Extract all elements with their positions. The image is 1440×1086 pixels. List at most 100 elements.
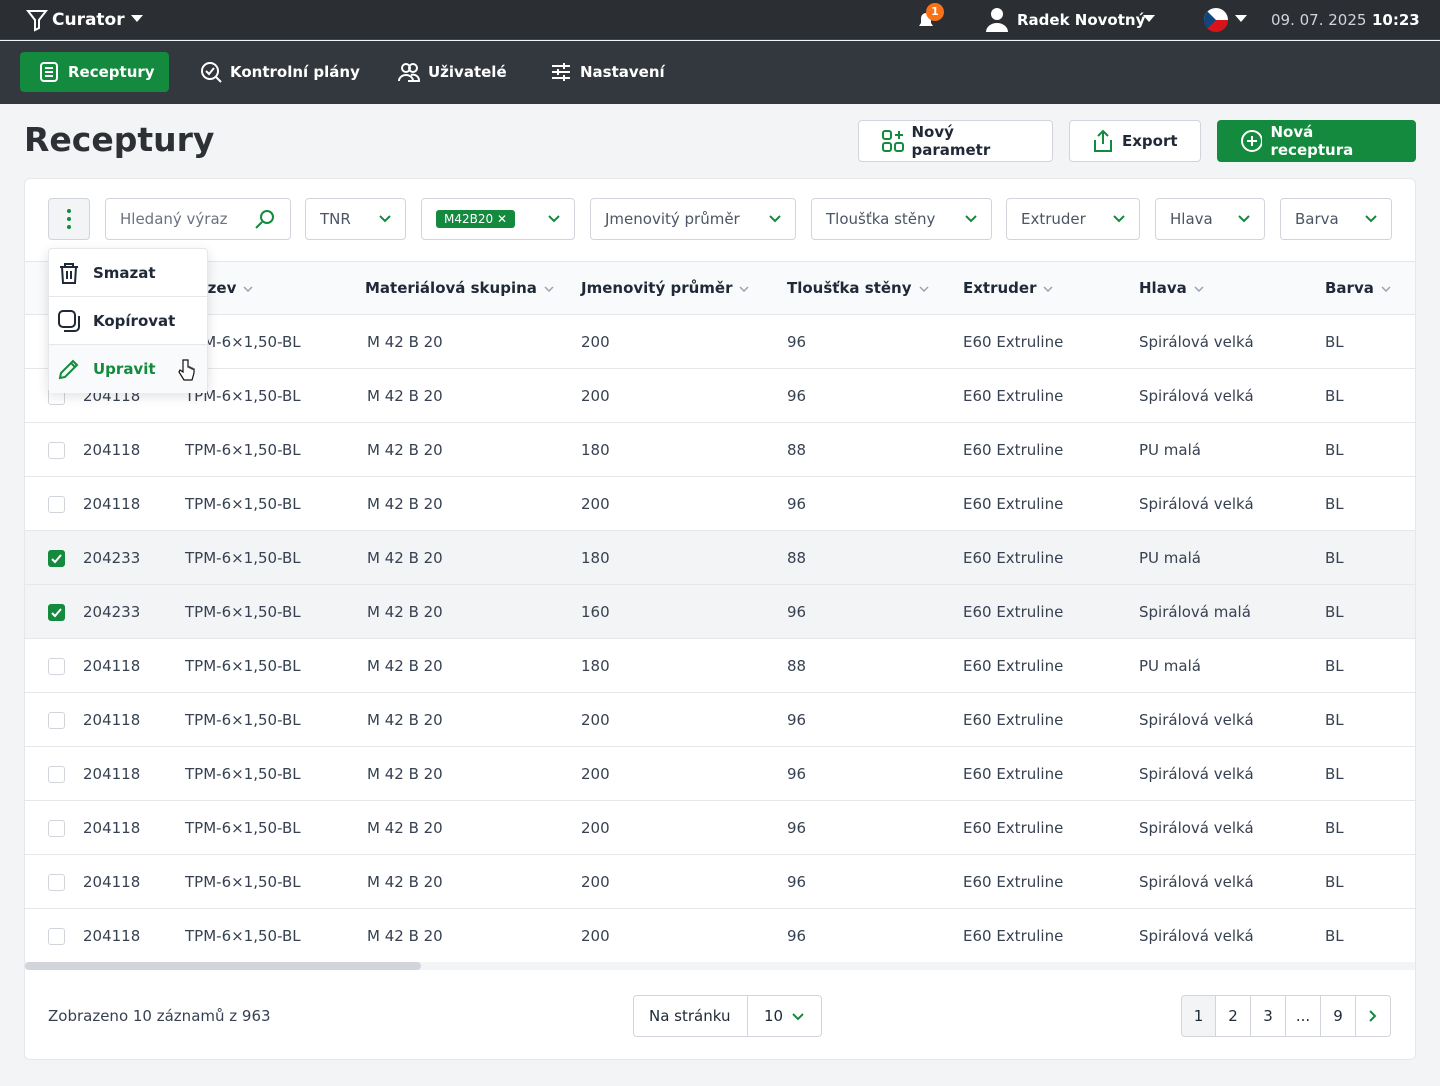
cell: M 42 B 20 <box>367 657 443 675</box>
column-header[interactable]: Materiálová skupina <box>365 279 554 297</box>
cell: M 42 B 20 <box>367 495 443 513</box>
row-checkbox[interactable] <box>48 658 65 675</box>
table-row[interactable]: 204233 TPM-6×1,50-BL M 42 B 20 160 96 E60 Ext… <box>25 584 1415 638</box>
nav-label: Receptury <box>68 63 155 81</box>
row-checkbox[interactable] <box>48 820 65 837</box>
label: Nová receptura <box>1270 123 1354 159</box>
row-checkbox[interactable] <box>48 766 65 783</box>
cell: 96 <box>787 927 807 945</box>
caret <box>1143 15 1155 22</box>
cell: BL <box>1325 603 1344 621</box>
chevron <box>379 215 391 223</box>
table-row[interactable]: 204118 TPM-6×1,50-BL M 42 B 20 200 96 E60 Ext… <box>25 908 1415 962</box>
cell: 88 <box>787 657 807 675</box>
page-title: Receptury <box>24 120 215 159</box>
nav-label: Nastavení <box>580 63 665 81</box>
menu-item[interactable]: Smazat <box>49 249 207 297</box>
table-row[interactable]: 204118 TPM-6×1,50-BL M 42 B 20 180 88 E60 Ext… <box>25 422 1415 476</box>
nav-item[interactable]: Receptury <box>20 52 169 92</box>
cell: 204118 <box>83 657 141 675</box>
label: Extruder <box>963 279 1037 297</box>
scrollbar[interactable] <box>25 962 1415 970</box>
search-input[interactable]: Hledaný výraz <box>105 198 291 240</box>
row-checkbox[interactable] <box>48 874 65 891</box>
row-checkbox[interactable] <box>48 550 65 567</box>
filter-dropdown[interactable]: Tloušťka stěny <box>811 198 992 240</box>
label: Jmenovitý průměr <box>605 210 740 228</box>
nav-item[interactable]: Nastavení <box>532 52 679 92</box>
column-header[interactable]: Extruder <box>963 279 1054 297</box>
filter-dropdown[interactable]: TNR <box>305 198 406 240</box>
column-header[interactable]: Tloušťka stěny <box>787 279 929 297</box>
filter-chip[interactable]: M42B20 ✕ <box>436 210 515 228</box>
new-recipe-button[interactable]: Nová receptura <box>1217 120 1416 162</box>
row-checkbox[interactable] <box>48 496 65 513</box>
table-row[interactable]: 204118 TPM-6×1,50-BL M 42 B 20 180 88 E60 Ext… <box>25 638 1415 692</box>
chevron <box>792 1013 804 1021</box>
column-header[interactable]: Barva <box>1325 279 1391 297</box>
cursor <box>178 359 195 381</box>
cell: 96 <box>787 765 807 783</box>
page-button[interactable]: 1 <box>1181 995 1216 1037</box>
menu-item[interactable]: Upravit <box>49 345 207 393</box>
menu-label: Kopírovat <box>93 311 176 330</box>
new-parameter-button[interactable]: Nový parametr <box>858 120 1053 162</box>
cell: TPM-6×1,50-BL <box>185 765 301 783</box>
row-checkbox[interactable] <box>48 442 65 459</box>
filter-dropdown[interactable]: M42B20 ✕ <box>421 198 575 240</box>
table-row[interactable]: 204118 TPM-6×1,50-BL M 42 B 20 200 96 E60 Ext… <box>25 746 1415 800</box>
export-button[interactable]: Export <box>1069 120 1201 162</box>
row-checkbox[interactable] <box>48 928 65 945</box>
nav-item[interactable]: Kontrolní plány <box>182 52 374 92</box>
icon <box>882 130 904 152</box>
row-checkbox[interactable] <box>48 604 65 621</box>
cell: PU malá <box>1139 657 1201 675</box>
page-button[interactable]: 2 <box>1216 995 1251 1037</box>
chip-label: M42B20 <box>444 212 494 226</box>
filter-dropdown[interactable]: Barva <box>1280 198 1392 240</box>
page-size-label: Na stránku <box>649 1007 731 1025</box>
user-name[interactable]: Radek Novotný <box>1017 11 1146 29</box>
table-row[interactable]: 204118 TPM-6×1,50-BL M 42 B 20 200 96 E60 Ext… <box>25 692 1415 746</box>
table-row[interactable]: TPM-6×1,50-BL M 42 B 20 200 96 E60 Extruline… <box>25 314 1415 368</box>
cell: E60 Extruline <box>963 819 1064 837</box>
cell: 204233 <box>83 549 141 567</box>
page-button[interactable]: 9 <box>1321 995 1356 1037</box>
row-checkbox[interactable] <box>48 712 65 729</box>
menu-item[interactable]: Kopírovat <box>49 297 207 345</box>
page-button[interactable]: ... <box>1286 995 1321 1037</box>
placeholder: Hledaný výraz <box>120 210 228 228</box>
page-button[interactable]: 3 <box>1251 995 1286 1037</box>
scroll-thumb[interactable] <box>25 962 421 970</box>
cell: BL <box>1325 819 1344 837</box>
icon <box>552 63 570 81</box>
cell: BL <box>1325 495 1344 513</box>
brand[interactable]: Curator <box>52 10 125 30</box>
cell: TPM-6×1,50-BL <box>185 333 301 351</box>
nav-item[interactable]: Uživatelé <box>380 52 521 92</box>
filter-dropdown[interactable]: Extruder <box>1006 198 1140 240</box>
cell: 200 <box>581 711 610 729</box>
next-page-button[interactable] <box>1356 995 1391 1037</box>
chevron <box>548 215 560 223</box>
column-header[interactable]: Jmenovitý průměr <box>581 279 750 297</box>
cell: BL <box>1325 441 1344 459</box>
table-row[interactable]: 204118 TPM-6×1,50-BL M 42 B 20 200 96 E60 Ext… <box>25 800 1415 854</box>
cell: 96 <box>787 819 807 837</box>
cell: BL <box>1325 387 1344 405</box>
cell: BL <box>1325 873 1344 891</box>
page-size[interactable]: Na stránku 10 <box>633 995 822 1037</box>
flag-cz[interactable] <box>1203 7 1229 33</box>
table-row[interactable]: 204233 TPM-6×1,50-BL M 42 B 20 180 88 E60 Ext… <box>25 530 1415 584</box>
row-actions-button[interactable] <box>48 198 90 240</box>
cell: BL <box>1325 333 1344 351</box>
cell: Spirálová velká <box>1139 927 1254 945</box>
table-row[interactable]: 204118 TPM-6×1,50-BL M 42 B 20 200 96 E60 Ext… <box>25 368 1415 422</box>
filter-dropdown[interactable]: Jmenovitý průměr <box>590 198 796 240</box>
table-row[interactable]: 204118 TPM-6×1,50-BL M 42 B 20 200 96 E60 Ext… <box>25 476 1415 530</box>
icon <box>1094 129 1112 152</box>
table-row[interactable]: 204118 TPM-6×1,50-BL M 42 B 20 200 96 E60 Ext… <box>25 854 1415 908</box>
column-header[interactable]: Hlava <box>1139 279 1204 297</box>
cell: Spirálová velká <box>1139 387 1254 405</box>
filter-dropdown[interactable]: Hlava <box>1155 198 1265 240</box>
